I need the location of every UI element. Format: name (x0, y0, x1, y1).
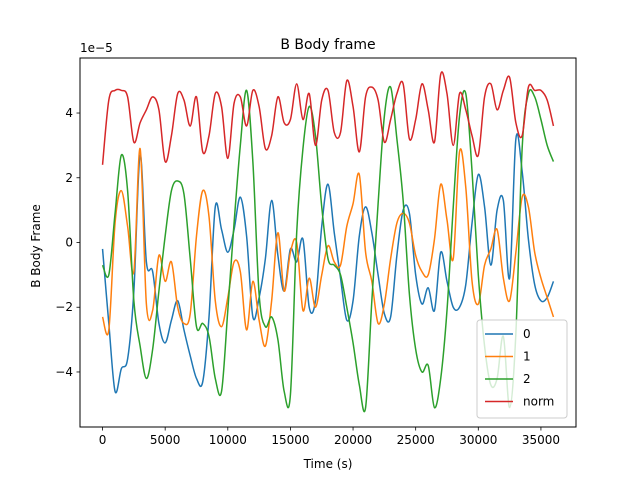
legend: 0 1 2 norm (476, 319, 568, 419)
series-line-2 (101, 85, 555, 413)
x-tick-label: 15000 (271, 433, 309, 447)
x-tick-label: 30000 (459, 433, 497, 447)
series-line-1 (101, 147, 555, 348)
series-line-0 (101, 133, 555, 394)
y-axis-label: B Body Frame (29, 204, 43, 288)
y-ticks: −4 −2 0 2 4 (55, 106, 80, 379)
y-tick-label: −4 (55, 365, 73, 379)
y-tick-label: 4 (65, 106, 73, 120)
legend-label-2: 2 (523, 372, 531, 386)
series-layer (101, 71, 555, 413)
x-axis-label: Time (s) (303, 457, 353, 471)
x-tick-label: 5000 (150, 433, 181, 447)
x-tick-label: 20000 (334, 433, 372, 447)
legend-label-0: 0 (523, 327, 531, 341)
plot-frame (79, 57, 577, 428)
x-tick-label: 35000 (522, 433, 560, 447)
y-tick-label: 2 (65, 171, 73, 185)
series-line-norm (101, 71, 555, 165)
chart-title: B Body frame (280, 37, 375, 53)
legend-label-norm: norm (523, 395, 554, 409)
legend-box (476, 319, 568, 419)
x-tick-label: 10000 (209, 433, 247, 447)
legend-label-1: 1 (523, 350, 531, 364)
y-tick-label: 0 (65, 236, 73, 250)
x-tick-label: 25000 (397, 433, 435, 447)
y-offset-label: 1e−5 (80, 41, 113, 55)
x-ticks: 0 5000 10000 15000 20000 25000 30000 35000 (99, 427, 560, 447)
y-tick-label: −2 (55, 300, 73, 314)
x-tick-label: 0 (99, 433, 107, 447)
